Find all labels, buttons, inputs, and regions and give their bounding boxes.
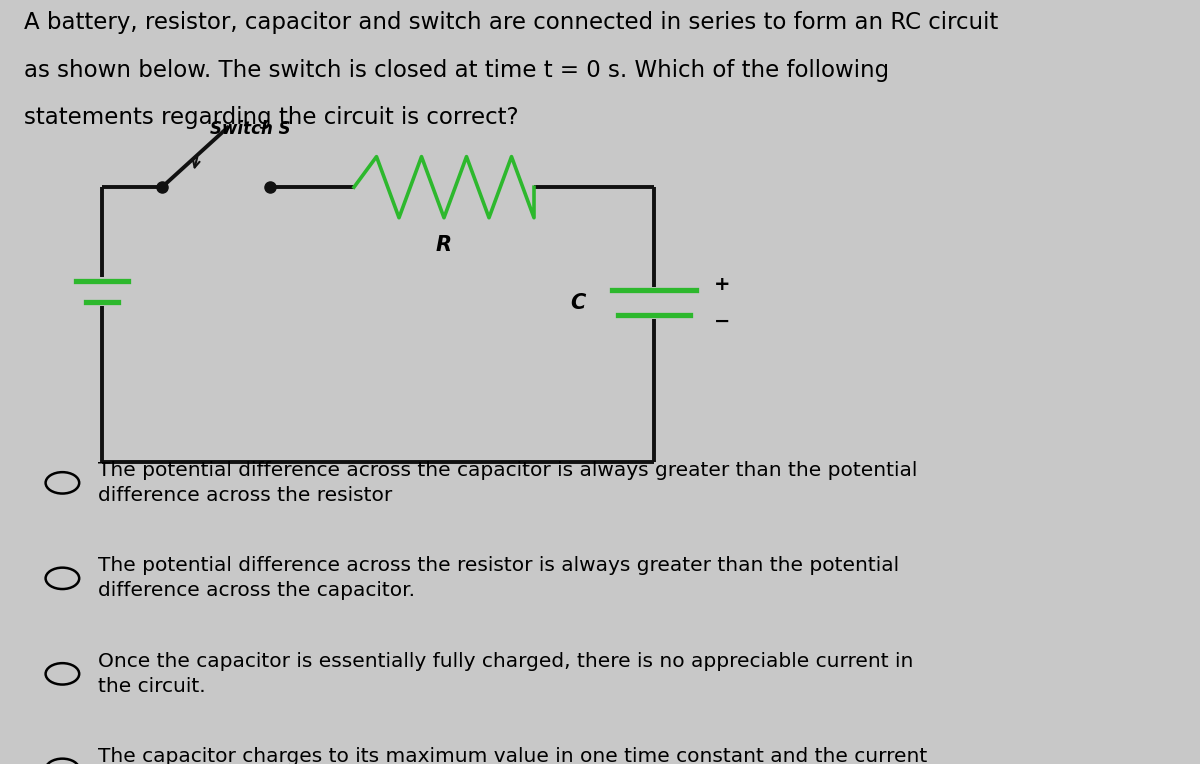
Text: Once the capacitor is essentially fully charged, there is no appreciable current: Once the capacitor is essentially fully … — [98, 652, 913, 696]
Text: −: − — [714, 312, 731, 331]
Text: Switch S: Switch S — [210, 119, 290, 138]
Text: R: R — [436, 235, 452, 254]
Text: C: C — [570, 293, 586, 312]
Text: The potential difference across the resistor is always greater than the potentia: The potential difference across the resi… — [98, 556, 900, 601]
Text: The potential difference across the capacitor is always greater than the potenti: The potential difference across the capa… — [98, 461, 918, 505]
Text: +: + — [714, 275, 731, 294]
Text: A battery, resistor, capacitor and switch are connected in series to form an RC : A battery, resistor, capacitor and switc… — [24, 11, 998, 34]
Text: as shown below. The switch is closed at time t = 0 s. Which of the following: as shown below. The switch is closed at … — [24, 59, 889, 82]
Text: The capacitor charges to its maximum value in one time constant and the current
: The capacitor charges to its maximum val… — [98, 747, 928, 764]
Text: statements regarding the circuit is correct?: statements regarding the circuit is corr… — [24, 106, 518, 129]
